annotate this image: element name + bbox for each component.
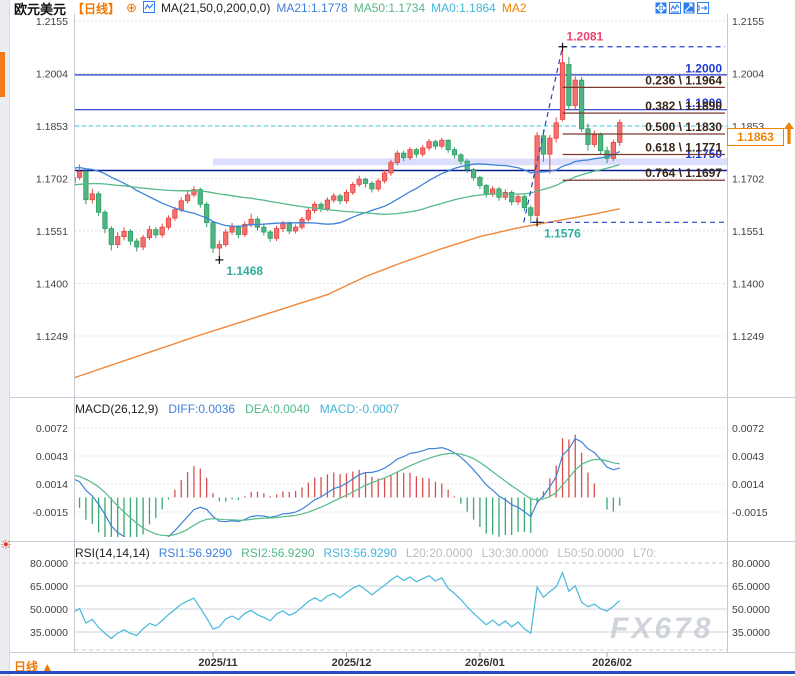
svg-text:2025/12: 2025/12 <box>332 657 372 669</box>
fx678-watermark: FX678 <box>610 612 714 645</box>
svg-text:1.1468: 1.1468 <box>226 264 263 278</box>
svg-text:-0.0015: -0.0015 <box>732 507 768 519</box>
macd-panel <box>75 434 621 537</box>
rsi-l50-value: L50:50.0000 <box>557 546 625 560</box>
svg-text:1.2004: 1.2004 <box>732 69 764 81</box>
add-indicator-icon[interactable]: ⊕ <box>126 0 137 15</box>
svg-text:0.500 \ 1.1830: 0.500 \ 1.1830 <box>645 120 722 134</box>
svg-text:1.1249: 1.1249 <box>732 331 764 343</box>
svg-text:1.2004: 1.2004 <box>36 69 68 81</box>
chart-toolbar <box>655 2 709 14</box>
svg-text:0.618 \ 1.1771: 0.618 \ 1.1771 <box>645 141 722 155</box>
svg-text:1.1853: 1.1853 <box>36 121 68 133</box>
svg-text:1.1400: 1.1400 <box>36 279 68 291</box>
svg-text:1.1400: 1.1400 <box>732 279 764 291</box>
hot-sun-icon[interactable]: ☀ <box>0 537 12 552</box>
svg-text:1.1249: 1.1249 <box>36 331 68 343</box>
svg-text:65.0000: 65.0000 <box>30 581 68 593</box>
svg-text:1.1750: 1.1750 <box>685 147 722 161</box>
trend-tool-icon[interactable] <box>683 2 695 14</box>
rsi-l30-value: L30:30.0000 <box>481 546 549 560</box>
svg-text:0.0014: 0.0014 <box>732 479 764 491</box>
rsi-l20-value: L20:20.0000 <box>405 546 473 560</box>
svg-text:35.0000: 35.0000 <box>732 627 770 639</box>
ma200-value-truncated: MA2 <box>501 1 527 15</box>
footer-period-selector[interactable]: 日线 ▲ <box>14 658 53 675</box>
footer-period-arrow-icon[interactable]: ▲ <box>41 660 54 674</box>
rsi1-value: RSI1:56.9290 <box>158 546 233 560</box>
svg-text:80.0000: 80.0000 <box>30 558 68 570</box>
rsi-line <box>75 571 621 640</box>
current-price-tag: 1.1863 <box>727 128 784 146</box>
date-axis: 2025/11 2025/12 2026/01 2026/02 <box>198 652 632 669</box>
period-label[interactable]: 【日线】 <box>72 1 121 16</box>
svg-text:0.382 \ 1.1890: 0.382 \ 1.1890 <box>645 99 722 113</box>
svg-text:1.1551: 1.1551 <box>732 226 764 238</box>
macd-panel-header: MACD(26,12,9) DIFF:0.0036 DEA:0.0040 MAC… <box>75 402 399 416</box>
svg-text:0.236 \ 1.1964: 0.236 \ 1.1964 <box>645 73 722 87</box>
price-annotations: 1.2081 1.1468 1.1576 <box>215 30 604 278</box>
svg-text:2026/02: 2026/02 <box>592 657 632 669</box>
svg-text:1.2081: 1.2081 <box>567 30 604 44</box>
svg-text:-0.0015: -0.0015 <box>32 507 68 519</box>
ma50-line <box>75 163 620 215</box>
rsi-l70-value: L70: <box>633 546 657 560</box>
svg-text:50.0000: 50.0000 <box>732 604 770 616</box>
rsi-panel-header: RSI(14,14,14) RSI1:56.9290 RSI2:56.9290 … <box>75 546 656 560</box>
svg-text:80.0000: 80.0000 <box>732 558 770 570</box>
ma21-value: MA21:1.1778 <box>276 1 348 15</box>
ma21-line <box>75 150 621 228</box>
ma-indicator-label[interactable]: MA(21,50,0,200,0,0) <box>160 1 271 15</box>
macd-diff-value: DIFF:0.0036 <box>168 402 236 416</box>
indicator-window-icon[interactable] <box>669 2 681 14</box>
svg-text:2025/11: 2025/11 <box>198 657 237 669</box>
svg-text:50.0000: 50.0000 <box>30 604 68 616</box>
ma50-value: MA50:1.1734 <box>353 1 426 15</box>
price-up-arrow-icon <box>783 120 795 151</box>
drawn-level-lines[interactable]: 1.2000 1.1900 1.1750 <box>75 61 727 172</box>
svg-text:35.0000: 35.0000 <box>30 627 68 639</box>
svg-text:1.1900: 1.1900 <box>685 96 722 110</box>
svg-text:0.0014: 0.0014 <box>36 479 68 491</box>
svg-text:0.0043: 0.0043 <box>732 451 764 463</box>
candlestick-series[interactable] <box>71 46 623 260</box>
svg-text:1.1702: 1.1702 <box>36 174 68 186</box>
ma0-value: MA0:1.1864 <box>431 1 496 15</box>
symbol-name: 欧元美元 <box>14 1 67 17</box>
left-tool-strip <box>0 0 10 676</box>
svg-text:1.2000: 1.2000 <box>685 61 722 75</box>
bottom-accent-bar <box>0 671 795 674</box>
footer-period-label[interactable]: 日线 <box>14 660 39 674</box>
export-icon[interactable] <box>697 2 709 14</box>
svg-text:1.1702: 1.1702 <box>732 174 764 186</box>
macd-label[interactable]: MACD(26,12,9) <box>75 402 159 416</box>
svg-text:1.1576: 1.1576 <box>544 226 581 240</box>
svg-text:2026/01: 2026/01 <box>465 657 505 669</box>
strip-scroll-indicator[interactable] <box>0 52 5 97</box>
macd-macd-value: MACD:-0.0007 <box>319 402 400 416</box>
svg-text:1.2155: 1.2155 <box>732 16 764 28</box>
rsi2-value: RSI2:56.9290 <box>241 546 315 560</box>
macd-dea-value: DEA:0.0040 <box>245 402 310 416</box>
mini-chart-icon <box>142 0 155 16</box>
svg-text:0.764 \ 1.1697: 0.764 \ 1.1697 <box>645 166 722 180</box>
pan-icon[interactable] <box>655 2 667 14</box>
svg-text:0.0043: 0.0043 <box>36 451 68 463</box>
ma200-line <box>75 208 620 379</box>
svg-text:0.0072: 0.0072 <box>36 423 68 435</box>
rsi-label[interactable]: RSI(14,14,14) <box>75 546 150 560</box>
svg-text:1.2155: 1.2155 <box>36 16 68 28</box>
svg-text:1.1551: 1.1551 <box>36 226 68 238</box>
rsi3-value: RSI3:56.9290 <box>323 546 397 560</box>
fibonacci-retracement[interactable]: 0.236 \ 1.1964 0.382 \ 1.1890 0.500 \ 1.18… <box>523 46 725 223</box>
pane-borders <box>10 14 795 653</box>
svg-text:0.0072: 0.0072 <box>732 423 764 435</box>
svg-text:65.0000: 65.0000 <box>732 581 770 593</box>
main-chart-header: 欧元美元 【日线】 ⊕ MA(21,50,0,200,0,0) MA21:1.1… <box>14 0 527 17</box>
